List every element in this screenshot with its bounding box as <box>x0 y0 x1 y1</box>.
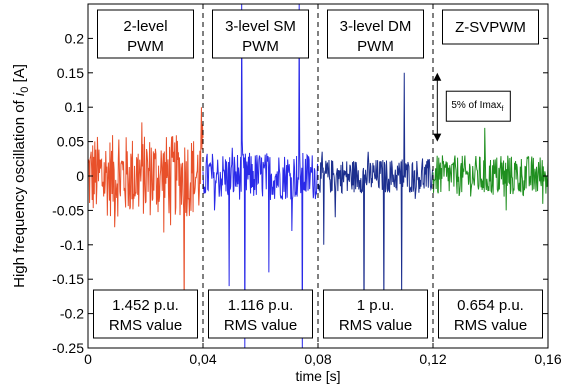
signal-traces <box>88 4 548 348</box>
section-title-line2: PWM <box>357 38 394 55</box>
y-tick-label-4: 0.05 <box>57 134 84 150</box>
x-tick-label-2: 0,04 <box>189 351 216 367</box>
section-rms-label: RMS value <box>109 317 182 334</box>
section-title-box <box>212 9 309 59</box>
y-tick-label-9: -0.2 <box>60 306 84 322</box>
annotation-text-subscript: f <box>501 106 503 113</box>
x-axis-label: time [s] <box>295 368 340 384</box>
section-title-box <box>327 9 424 59</box>
section-rms-box <box>208 289 313 339</box>
section-title-box <box>97 9 194 59</box>
section-rms-label: RMS value <box>454 317 527 334</box>
series-2-line <box>202 4 319 348</box>
x-tick-label-4: 0,12 <box>419 351 446 367</box>
x-tick-label-3: 0,08 <box>304 351 331 367</box>
section-title-line2: PWM <box>242 38 279 55</box>
amplitude-annotation: 5% of Imaxf <box>433 72 511 142</box>
y-tick-label-2: 0.15 <box>57 65 84 81</box>
y-tick-label-10: -0.25 <box>52 340 84 356</box>
x-tick-label-5: 0,16 <box>534 351 561 367</box>
section-title-box <box>442 9 539 45</box>
section-title-line2: PWM <box>127 38 164 55</box>
y-tick-label-6: -0.05 <box>52 202 84 218</box>
section-rms-label: RMS value <box>224 317 297 334</box>
y-tick-label-1: 0.2 <box>65 30 85 46</box>
section-rms-box <box>323 289 428 339</box>
section-3: 3-level DM PWM 1 p.u. RMS value <box>323 9 428 339</box>
series-4-line <box>432 127 548 211</box>
annotation-arrow-head-down <box>433 133 442 142</box>
section-rms-value: 1 p.u. <box>357 297 395 314</box>
axis-ticks: 0.20.150.10.050-0.05-0.1-0.15-0.2-0.250 0… <box>52 4 562 367</box>
series-3-line <box>317 72 434 335</box>
y-axis-label-unit: [A] <box>11 64 28 87</box>
section-rms-box <box>438 289 543 339</box>
section-title-line1: Z-SVPWM <box>455 19 526 36</box>
section-rms-box <box>93 289 198 339</box>
annotation-arrow-head-up <box>433 72 442 81</box>
y-axis-label-variable: i <box>11 92 28 96</box>
y-axis-label: High frequency oscillation of i0 [A] <box>11 64 31 288</box>
section-rms-value: 1.116 p.u. <box>228 297 294 314</box>
section-4: Z-SVPWM 0.654 p.u. RMS value <box>438 9 543 339</box>
y-tick-label-5: 0 <box>76 168 84 184</box>
x-tick-label-1: 0 <box>84 351 92 367</box>
section-2: 3-level SM PWM 1.116 p.u. RMS value <box>208 9 313 339</box>
section-1: 2-level PWM 1.452 p.u. RMS value <box>93 9 198 339</box>
section-title-line1: 3-level SM <box>225 18 296 35</box>
annotation-box <box>445 90 511 122</box>
section-rms-value: 1.452 p.u. <box>112 297 179 314</box>
y-axis-label-subscript: 0 <box>19 87 31 93</box>
section-label-boxes: 2-level PWM 1.452 p.u. RMS value 3-level SM P… <box>93 9 543 339</box>
annotation-text-main: 5% of Imax <box>451 100 501 111</box>
section-rms-value: 0.654 p.u. <box>457 297 524 314</box>
section-rms-label: RMS value <box>339 317 412 334</box>
y-tick-label-8: -0.15 <box>52 271 84 287</box>
y-axis-label-text: High frequency oscillation of <box>11 96 28 288</box>
annotation-text: 5% of Imaxf <box>451 100 503 113</box>
y-tick-label-7: -0.1 <box>60 237 84 253</box>
section-title-line1: 3-level DM <box>340 18 412 35</box>
section-title-line1: 2-level <box>123 18 167 35</box>
section-dividers <box>202 4 434 348</box>
y-tick-label-3: 0.1 <box>65 99 85 115</box>
series-1-line <box>88 107 204 314</box>
